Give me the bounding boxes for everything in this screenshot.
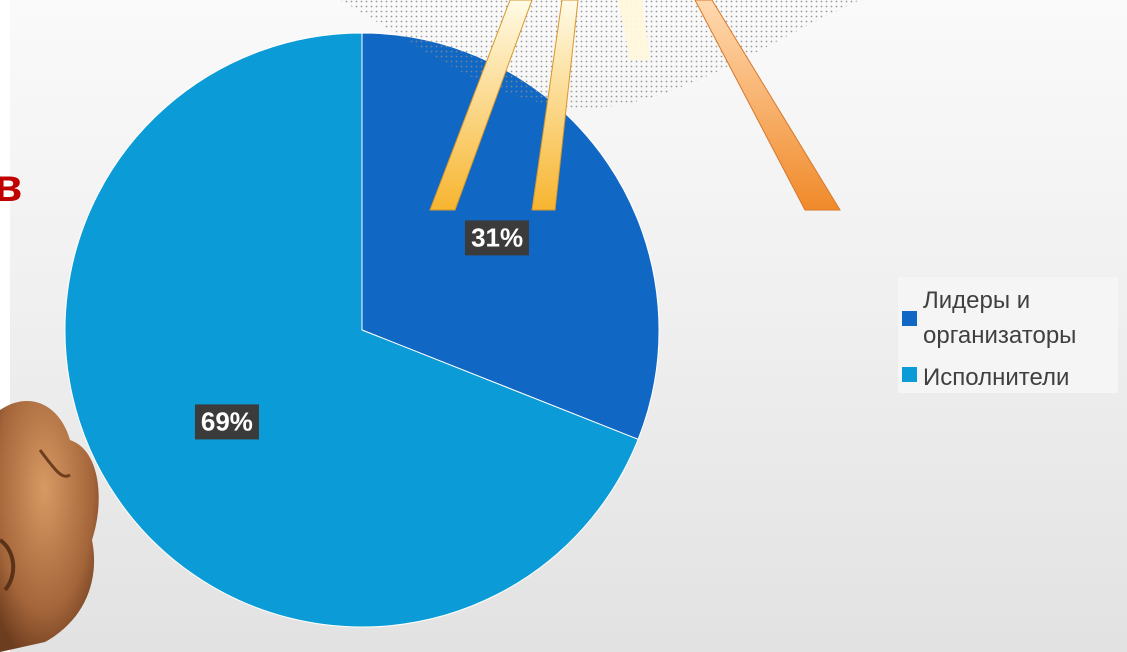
legend-label-leaders: Лидеры и организаторы [923, 287, 1077, 349]
legend-swatch-executors [902, 367, 917, 382]
cartoon-hand-icon [0, 401, 99, 652]
pie-slice-1 [64, 32, 639, 628]
legend-label-executors: Исполнители [923, 364, 1070, 391]
legend-swatch-leaders [902, 311, 917, 326]
data-label-0: 31% [465, 220, 530, 256]
partial-heading-glyph: в [0, 159, 23, 211]
legend: Лидеры и организаторы Исполнители [898, 277, 1118, 393]
legend-item-executors: Исполнители [902, 360, 1113, 395]
legend-item-leaders: Лидеры и организаторы [902, 283, 1113, 353]
data-label-1: 69% [194, 404, 259, 440]
sunburst-icon [340, 0, 860, 211]
